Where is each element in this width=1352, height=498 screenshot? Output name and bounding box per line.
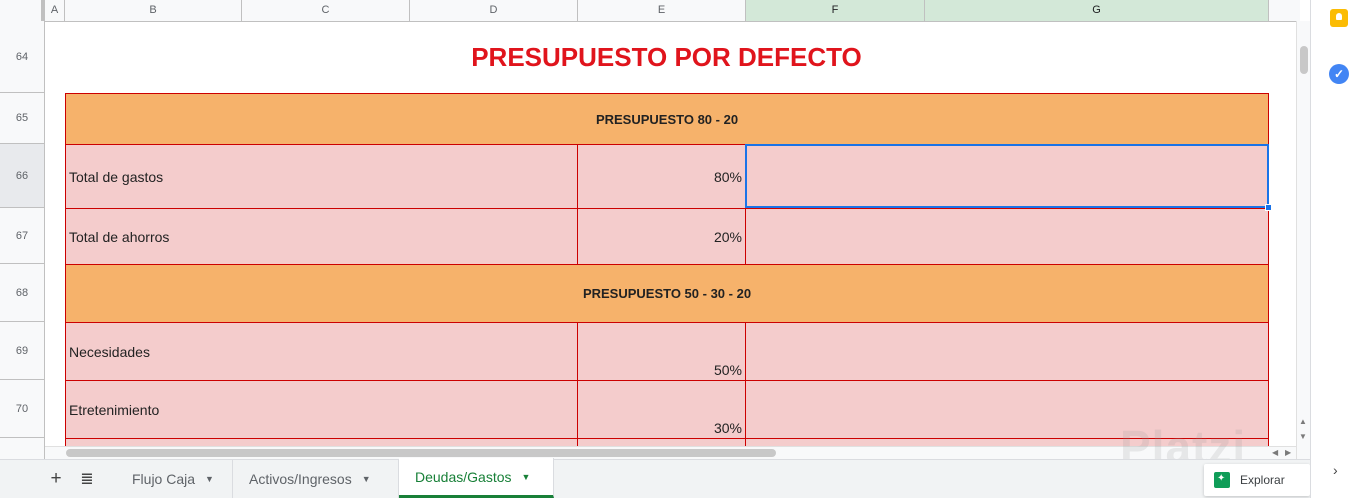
chevron-down-icon[interactable]: ▼ [361, 473, 371, 484]
row-header-66[interactable]: 66 [0, 144, 45, 208]
column-header-a[interactable]: A [45, 0, 65, 21]
keep-icon[interactable] [1330, 9, 1348, 27]
row-header-70[interactable]: 70 [0, 380, 45, 438]
row-header-68[interactable]: 68 [0, 264, 45, 322]
next-row-cell-f[interactable] [745, 438, 1269, 448]
tab-activos-ingresos[interactable]: Activos/Ingresos ▼ [233, 459, 399, 498]
vertical-scrollbar-thumb[interactable] [1300, 46, 1308, 74]
pct-total-gastos[interactable]: 80% [577, 144, 746, 209]
tab-label: Flujo Caja [132, 470, 196, 487]
explore-icon [1214, 472, 1230, 488]
page-title[interactable]: PRESUPUESTO POR DEFECTO [471, 42, 862, 72]
tasks-icon[interactable]: ✓ [1329, 64, 1349, 84]
column-header-d[interactable]: D [410, 0, 578, 21]
column-header-f[interactable]: F [746, 0, 925, 21]
column-header-e[interactable]: E [578, 0, 746, 21]
column-header-c[interactable]: C [242, 0, 410, 21]
section-header-80-20[interactable]: PRESUPUESTO 80 - 20 [65, 93, 1269, 145]
row-header-67[interactable]: 67 [0, 208, 45, 264]
tab-deudas-gastos[interactable]: Deudas/Gastos ▼ [399, 458, 554, 498]
chevron-right-icon[interactable]: › [1333, 462, 1338, 478]
row-header-71[interactable] [0, 438, 45, 459]
pct-entretenimiento[interactable]: 30% [577, 380, 746, 439]
value-total-ahorros[interactable] [745, 208, 1269, 265]
scroll-down-arrow-icon[interactable]: ▼ [1299, 432, 1307, 441]
column-header-b[interactable]: B [65, 0, 242, 21]
pct-total-ahorros[interactable]: 20% [577, 208, 746, 265]
scroll-up-arrow-icon[interactable]: ▲ [1299, 417, 1307, 426]
row-header-65[interactable]: 65 [0, 93, 45, 144]
row-header-69[interactable]: 69 [0, 322, 45, 380]
chevron-down-icon[interactable]: ▼ [521, 471, 531, 482]
label-entretenimiento[interactable]: Etretenimiento [65, 380, 578, 439]
fill-handle[interactable] [1265, 204, 1272, 211]
tab-flujo-caja[interactable]: Flujo Caja ▼ [116, 459, 233, 498]
section-header-50-30-20[interactable]: PRESUPUESTO 50 - 30 - 20 [65, 264, 1269, 323]
explore-label: Explorar [1240, 473, 1285, 487]
all-sheets-icon[interactable]: ≣ [80, 470, 94, 488]
scroll-left-arrow-icon[interactable]: ◀ [1272, 448, 1279, 457]
chevron-down-icon[interactable]: ▼ [205, 473, 214, 484]
label-necesidades[interactable]: Necesidades [65, 322, 578, 381]
row-header-64[interactable]: 64 [0, 21, 45, 93]
side-panel [1310, 0, 1352, 498]
column-header-g[interactable]: G [925, 0, 1269, 21]
active-cell-selection [745, 144, 1269, 208]
pct-necesidades[interactable]: 50% [577, 322, 746, 381]
select-all-corner[interactable] [0, 0, 45, 21]
tab-label: Activos/Ingresos [249, 470, 352, 487]
label-total-gastos[interactable]: Total de gastos [65, 144, 578, 209]
vertical-scrollbar-track[interactable] [1296, 21, 1311, 459]
scroll-right-arrow-icon[interactable]: ▶ [1285, 448, 1292, 457]
sheet-tab-bar [0, 459, 1310, 498]
label-total-ahorros[interactable]: Total de ahorros [65, 208, 578, 265]
add-sheet-icon[interactable]: + [50, 467, 62, 489]
value-necesidades[interactable] [745, 322, 1269, 381]
horizontal-scrollbar-thumb[interactable] [66, 449, 776, 457]
explore-button[interactable]: Explorar [1204, 464, 1310, 496]
tab-label: Deudas/Gastos [415, 468, 512, 485]
